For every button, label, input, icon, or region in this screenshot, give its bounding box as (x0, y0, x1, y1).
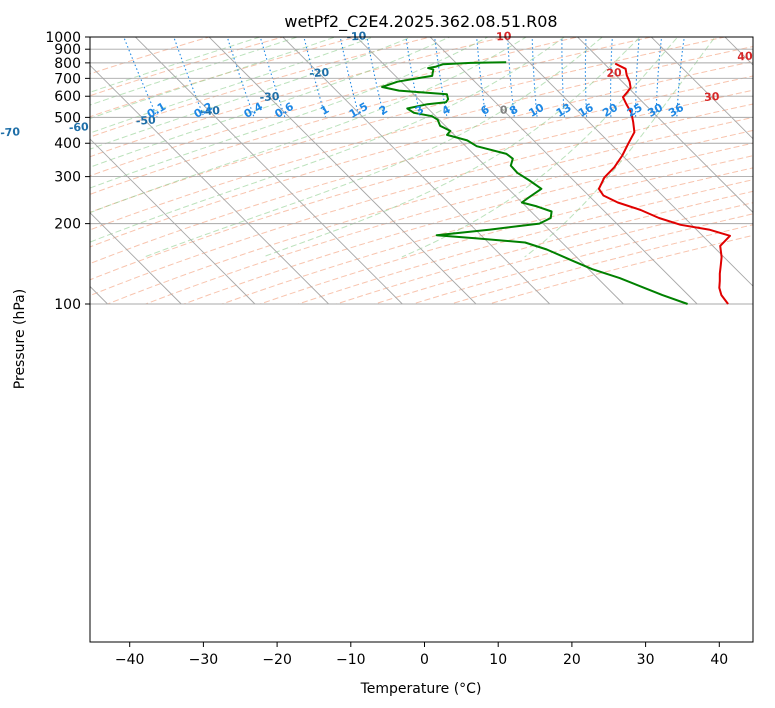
y-tick-label: 600 (54, 89, 81, 105)
isotherm-line (0, 31, 34, 304)
dry-adiabat (90, 46, 753, 231)
mixing-ratio-line (655, 37, 663, 118)
isotherm-line (282, 37, 551, 305)
x-tick-label: −30 (189, 652, 219, 668)
isotherm-line (576, 37, 753, 214)
isotherm-label: 0 (500, 103, 509, 116)
dry-adiabat (90, 75, 753, 265)
dry-adiabat (259, 167, 753, 305)
dry-adiabat (90, 60, 753, 248)
isotherm-label: 30 (704, 90, 720, 104)
y-tick-label: 200 (54, 217, 81, 233)
x-tick-label: 20 (563, 652, 581, 668)
dry-adiabat (450, 224, 753, 305)
mixing-ratio-line (303, 37, 327, 118)
isotherm-line (355, 37, 624, 305)
isotherm-label: -40 (200, 104, 221, 118)
isotherm-line (90, 64, 329, 305)
isotherm-label: -70 (0, 125, 21, 139)
isotherm-label: -10 (346, 29, 367, 43)
isotherm-label: 40 (737, 50, 753, 64)
y-tick-label: 300 (54, 170, 81, 186)
chart-title: wetPf2_C2E4.2025.362.08.51.R08 (284, 12, 557, 32)
y-tick-label: 800 (54, 56, 81, 72)
dry-adiabat (145, 129, 753, 305)
x-tick-label: 30 (637, 652, 655, 668)
y-tick-label: 900 (54, 42, 81, 58)
isotherm-label: -50 (135, 114, 156, 128)
isotherm-line (650, 37, 753, 140)
plot-area (90, 37, 753, 642)
dry-adiabat (412, 213, 753, 305)
isotherm-line (208, 37, 477, 305)
plot-frame (89, 36, 754, 643)
isotherm-label: -20 (309, 66, 330, 80)
dry-adiabat (298, 179, 753, 305)
mixing-ratio-line (476, 37, 487, 118)
sounding-line (597, 62, 731, 305)
mixing-ratio-line (339, 37, 360, 118)
dry-adiabat (183, 142, 753, 305)
dry-adiabat (90, 37, 507, 158)
x-tick-label: −10 (336, 652, 366, 668)
dry-adiabat (90, 89, 753, 281)
dry-adiabat (374, 202, 753, 305)
isotherm-line (90, 138, 256, 305)
x-tick-label: 0 (420, 652, 429, 668)
dry-adiabats (90, 37, 753, 305)
isotherm-label: 10 (496, 30, 512, 44)
x-tick-label: −20 (262, 652, 292, 668)
y-tick-label: 400 (54, 136, 81, 152)
y-tick-label: 100 (54, 297, 81, 313)
dry-adiabat (90, 37, 580, 177)
x-tick-label: 40 (710, 652, 728, 668)
mixing-ratio-line (676, 37, 685, 118)
x-tick-label: 10 (489, 652, 507, 668)
mixing-ratio-line (173, 37, 205, 118)
mixing-ratio-line (259, 37, 286, 118)
isotherm-line (134, 37, 403, 305)
dry-adiabat (90, 37, 728, 213)
x-tick-label: −40 (115, 652, 145, 668)
x-axis-label: Temperature (°C) (360, 681, 482, 697)
y-tick-label: 500 (54, 110, 81, 126)
isotherm-line (429, 37, 698, 305)
isotherm-line (503, 37, 753, 287)
y-tick-label: 700 (54, 71, 81, 87)
isotherm-line (90, 212, 182, 305)
dry-adiabat (336, 190, 753, 305)
isotherm-label: -30 (259, 90, 280, 104)
x-axis-ticks: −40−30−20−1001020304050 (115, 642, 728, 668)
y-tick-label: 1000 (45, 30, 81, 46)
mixing-ratio-line (405, 37, 421, 118)
mixing-ratio-line (226, 37, 255, 118)
sounding-series (381, 61, 731, 305)
dry-adiabat (488, 234, 753, 305)
sounding-line (381, 61, 688, 305)
isotherm-label: 20 (606, 66, 622, 80)
isotherm-label: -60 (68, 120, 89, 134)
dry-adiabat (90, 37, 433, 138)
grid-lines (0, 31, 753, 305)
dry-adiabat (90, 37, 654, 195)
y-axis-label: Pressure (hPa) (12, 289, 28, 389)
mixing-ratio-line (366, 37, 385, 118)
dry-adiabat (221, 155, 753, 305)
